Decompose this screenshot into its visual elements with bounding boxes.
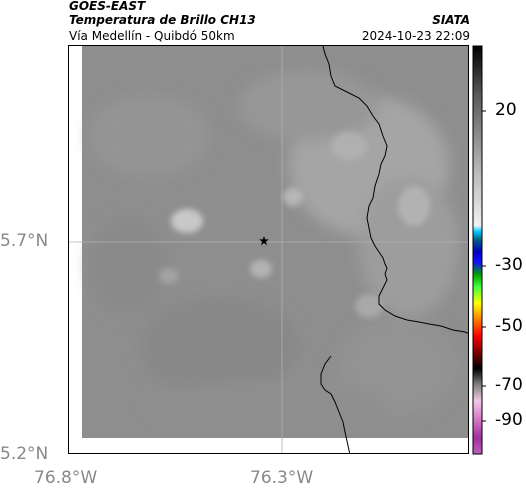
product-title: Temperatura de Brillo CH13 (69, 13, 256, 27)
border-line-upper (322, 46, 468, 334)
colorbar-label-20: 20 (495, 100, 517, 120)
lat-label-5-2: 5.2°N (0, 444, 49, 464)
border-line-lower (320, 355, 351, 453)
colorbar-label-minus50: -50 (495, 316, 523, 336)
colorbar (472, 45, 486, 455)
location-label: Vía Medellín - Quibdó 50km (69, 29, 235, 43)
colorbar-label-minus90: -90 (495, 410, 523, 430)
organization-label: SIATA (432, 13, 470, 27)
cloud-raster (82, 46, 468, 453)
satellite-title: GOES-EAST (69, 0, 146, 13)
lon-label-76-8: 76.8°W (34, 468, 98, 488)
map-panel[interactable] (68, 45, 469, 454)
brightness-temperature-map (69, 46, 468, 453)
star-marker (259, 236, 269, 246)
colorbar-label-minus30: -30 (495, 255, 523, 275)
timestamp-label: 2024-10-23 22:09 (361, 29, 470, 43)
lat-label-5-7: 5.7°N (0, 231, 49, 251)
lon-label-76-3: 76.3°W (250, 468, 314, 488)
colorbar-label-minus70: -70 (495, 375, 523, 395)
